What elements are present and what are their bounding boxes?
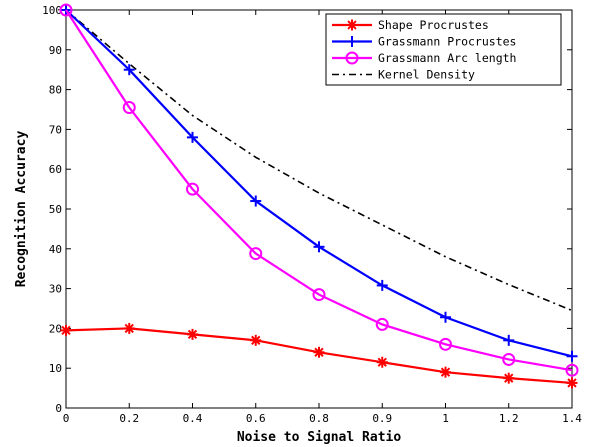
x-tick-label: 0.4 [183, 412, 203, 425]
y-tick-label: 10 [49, 362, 62, 375]
x-tick-label: 0.8 [309, 412, 329, 425]
legend-marker [346, 19, 358, 31]
data-point [187, 131, 198, 143]
data-point [503, 372, 515, 384]
y-tick-label: 60 [49, 163, 62, 176]
x-axis-title: Noise to Signal Ratio [237, 430, 402, 445]
series-lines [59, 3, 579, 389]
data-point [376, 356, 388, 368]
data-point [123, 64, 135, 76]
y-axis-title: Recognition Accuracy [14, 131, 29, 288]
data-point [313, 346, 325, 358]
data-point [440, 311, 451, 323]
y-tick-label: 30 [49, 283, 62, 296]
series-grassmann-procrustes [60, 4, 578, 362]
data-point [123, 322, 135, 334]
x-tick-label: 1 [442, 412, 449, 425]
data-point [566, 350, 578, 362]
legend: Shape Procrustes Grassmann Procrustes Gras… [325, 13, 562, 86]
y-tick-label: 40 [49, 243, 62, 256]
y-tick-label: 0 [55, 402, 62, 415]
x-tick-label: 1.2 [499, 412, 519, 425]
legend-item: Shape Procrustes [332, 18, 489, 32]
y-tick-label: 50 [49, 203, 62, 216]
data-point [312, 288, 326, 302]
y-tick-label: 20 [49, 322, 62, 335]
y-tick-label: 80 [49, 84, 62, 97]
series-shape-procrustes [60, 322, 578, 389]
legend-label: Grassmann Procrustes [378, 35, 516, 49]
data-point [59, 3, 73, 17]
data-point [375, 317, 389, 331]
data-point [122, 101, 136, 115]
legend-item: Grassmann Arc length [332, 51, 516, 65]
x-tick-label: 0.6 [246, 412, 266, 425]
data-point [250, 334, 262, 346]
data-point [439, 337, 452, 351]
data-point [440, 366, 451, 378]
data-point [249, 247, 263, 261]
legend-label: Grassmann Arc length [378, 51, 516, 65]
x-tick-label: 0.2 [119, 412, 139, 425]
series-grassmann-arc-length [59, 3, 579, 377]
series-line [65, 9, 573, 372]
legend-label: Kernel Density [378, 68, 475, 82]
legend-item: Grassmann Procrustes [332, 35, 516, 49]
y-tick-label: 100 [42, 4, 62, 17]
y-tick-label: 90 [49, 44, 62, 57]
x-tick-label: 1.4 [562, 412, 582, 425]
data-point [566, 377, 578, 389]
data-point [250, 195, 262, 207]
legend-marker [345, 51, 359, 65]
y-tick-label: 70 [49, 123, 62, 136]
data-point [565, 363, 579, 377]
legend-marker [346, 36, 358, 47]
x-tick-label: 0 [63, 412, 70, 425]
data-point [313, 241, 325, 253]
data-point [186, 182, 199, 196]
data-point [187, 328, 198, 340]
data-point [60, 324, 72, 336]
data-point [376, 279, 388, 291]
axes: 0 0.2 0.4 0.6 0.8 0.9 1 1.2 1.4 0 10 20 30 40 50 60 70 80… [42, 4, 582, 425]
data-point [503, 334, 515, 346]
legend-item: Kernel Density [332, 68, 475, 82]
x-tick-label: 0.9 [372, 412, 392, 425]
data-point [502, 352, 516, 366]
legend-label: Shape Procrustes [378, 18, 489, 32]
